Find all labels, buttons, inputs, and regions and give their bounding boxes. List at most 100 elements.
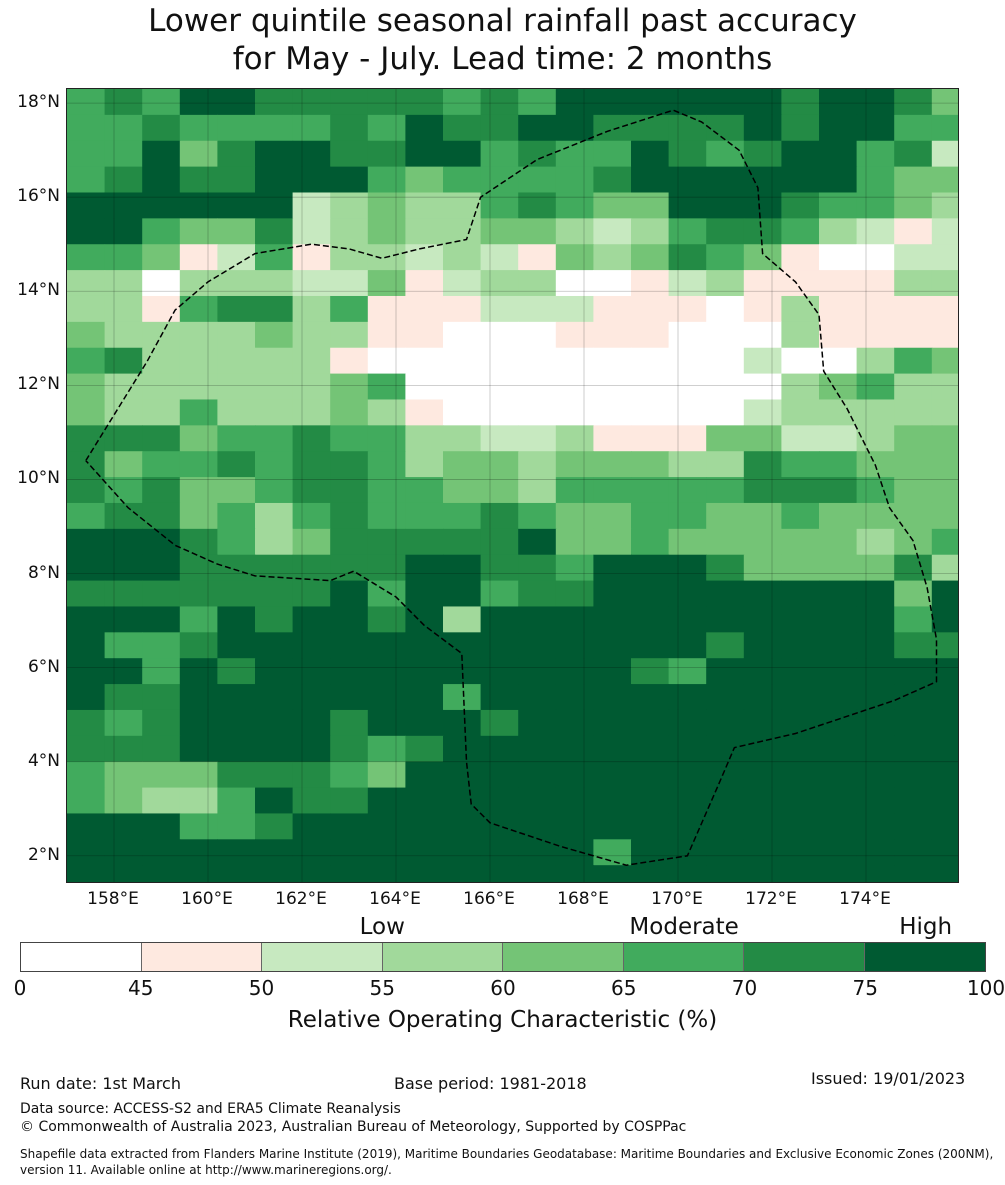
heatmap-cell <box>631 321 670 349</box>
heatmap-cell <box>555 295 594 323</box>
heatmap-cell <box>330 373 369 401</box>
heatmap-cell <box>518 761 557 789</box>
map-title: Lower quintile seasonal rainfall past ac… <box>0 2 1005 78</box>
heatmap-cell <box>217 477 256 504</box>
heatmap-cell <box>894 321 933 349</box>
heatmap-cell <box>142 658 181 685</box>
heatmap-cell <box>668 425 707 452</box>
heatmap-cell <box>706 140 745 168</box>
heatmap-cell <box>480 709 519 737</box>
heatmap-cell <box>104 321 143 349</box>
heatmap-cell <box>217 166 256 194</box>
heatmap-cell <box>706 270 745 297</box>
heatmap-cell <box>255 761 294 789</box>
heatmap-cell <box>819 502 858 530</box>
heatmap-cell <box>856 632 895 659</box>
heatmap-cell <box>781 89 820 116</box>
heatmap-cell <box>292 347 331 375</box>
heatmap-cell <box>67 218 106 245</box>
heatmap-cell <box>555 813 594 840</box>
heatmap-cell <box>856 606 895 633</box>
heatmap-cell <box>255 528 294 556</box>
heatmap-cell <box>931 502 958 530</box>
heatmap-cell <box>330 528 369 556</box>
heatmap-cell <box>819 658 858 685</box>
heatmap-cell <box>743 451 782 478</box>
heatmap-cell <box>443 114 482 142</box>
heatmap-cell <box>67 528 106 556</box>
heatmap-cell <box>367 321 406 349</box>
heatmap-cell <box>631 787 670 815</box>
heatmap-cell <box>631 270 670 297</box>
heatmap-cell <box>292 735 331 763</box>
heatmap-cell <box>631 295 670 323</box>
colorbar-tick-label: 100 <box>966 976 1005 1000</box>
heatmap-cell <box>781 347 820 375</box>
map-panel[interactable] <box>66 88 959 883</box>
heatmap-cell <box>931 580 958 608</box>
base-period: Base period: 1981-2018 <box>394 1074 587 1093</box>
heatmap-cell <box>255 606 294 633</box>
heatmap-cell <box>931 528 958 556</box>
heatmap-cell <box>480 295 519 323</box>
colorbar-segment <box>623 943 744 971</box>
heatmap-cell <box>668 321 707 349</box>
heatmap-cell <box>217 813 256 840</box>
heatmap-cell <box>706 787 745 815</box>
heatmap-cell <box>856 244 895 271</box>
heatmap-cell <box>367 140 406 168</box>
heatmap-cell <box>894 502 933 530</box>
heatmap-cell <box>631 813 670 840</box>
heatmap-cell <box>217 373 256 401</box>
heatmap-cell <box>743 632 782 659</box>
heatmap-cell <box>217 865 256 882</box>
heatmap-cell <box>255 813 294 840</box>
category-label: Low <box>359 914 405 940</box>
heatmap-cell <box>142 580 181 608</box>
heatmap-cell <box>67 399 106 426</box>
heatmap-cell <box>255 658 294 685</box>
heatmap-cell <box>480 528 519 556</box>
heatmap-cell <box>631 761 670 789</box>
heatmap-cell <box>931 373 958 401</box>
heatmap-cell <box>894 347 933 375</box>
heatmap-cell <box>819 761 858 789</box>
heatmap-cell <box>330 244 369 271</box>
heatmap-cell <box>443 477 482 504</box>
heatmap-cell <box>142 502 181 530</box>
heatmap-cell <box>217 192 256 219</box>
heatmap-cell <box>706 580 745 608</box>
heatmap-grid <box>67 89 958 882</box>
colorbar-segment <box>382 943 503 971</box>
heatmap-cell <box>405 192 444 219</box>
heatmap-cell <box>518 477 557 504</box>
heatmap-cell <box>518 321 557 349</box>
heatmap-cell <box>856 399 895 426</box>
heatmap-cell <box>179 373 218 401</box>
heatmap-cell <box>631 658 670 685</box>
heatmap-cell <box>104 735 143 763</box>
heatmap-cell <box>367 865 406 882</box>
title-line-2: for May - July. Lead time: 2 months <box>232 41 773 77</box>
heatmap-cell <box>104 632 143 659</box>
heatmap-cell <box>593 192 632 219</box>
heatmap-cell <box>518 270 557 297</box>
heatmap-cell <box>292 528 331 556</box>
heatmap-cell <box>856 218 895 245</box>
heatmap-cell <box>367 787 406 815</box>
heatmap-cell <box>931 192 958 219</box>
heatmap-cell <box>781 528 820 556</box>
heatmap-cell <box>405 580 444 608</box>
heatmap-cell <box>555 735 594 763</box>
lat-tick-label: 12°N <box>17 374 60 395</box>
heatmap-cell <box>179 580 218 608</box>
heatmap-cell <box>217 347 256 375</box>
heatmap-cell <box>330 761 369 789</box>
heatmap-cell <box>706 321 745 349</box>
heatmap-cell <box>405 813 444 840</box>
heatmap-cell <box>706 89 745 116</box>
heatmap-cell <box>894 787 933 815</box>
heatmap-cell <box>443 684 482 711</box>
heatmap-cell <box>292 813 331 840</box>
heatmap-cell <box>217 606 256 633</box>
